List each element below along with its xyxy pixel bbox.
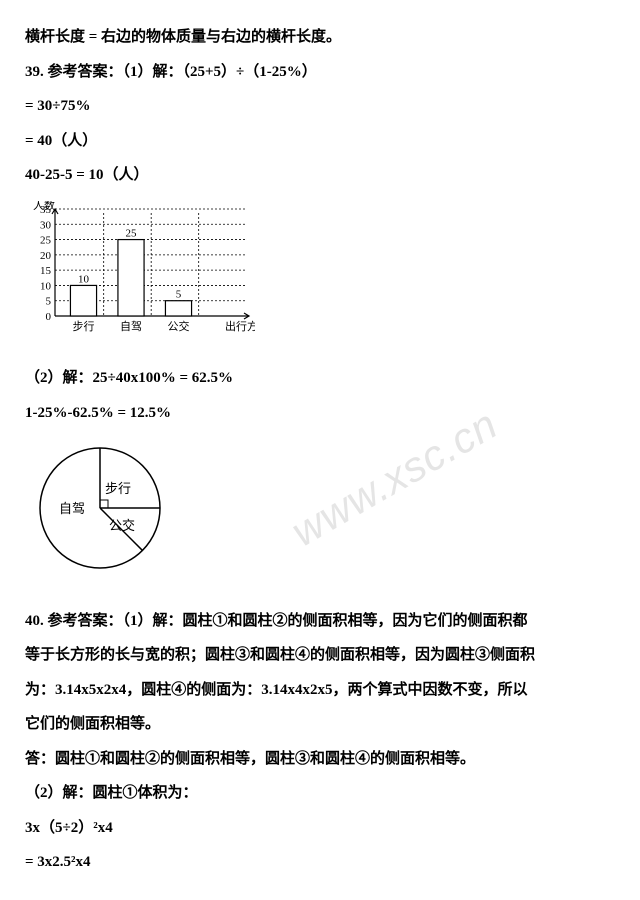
text-line: 3x（5÷2）²x4: [25, 811, 615, 846]
svg-text:15: 15: [40, 265, 52, 277]
document-content: 横杆长度 = 右边的物体质量与右边的横杆长度。 39. 参考答案：（1）解：（2…: [25, 20, 615, 880]
svg-text:5: 5: [176, 288, 182, 300]
text-line: 横杆长度 = 右边的物体质量与右边的横杆长度。: [25, 20, 615, 55]
text-line: （2）解：25÷40x100% = 62.5%: [25, 361, 615, 396]
pie-chart: 步行公交 自驾: [25, 438, 615, 592]
text-line: 40. 参考答案：（1）解：圆柱①和圆柱②的侧面积相等，因为它们的侧面积都: [25, 604, 615, 639]
svg-text:5: 5: [46, 295, 52, 307]
bar-chart-svg: 人数0510152025303510步行25自驾5公交出行方式: [25, 201, 255, 336]
svg-text:0: 0: [46, 311, 52, 323]
svg-text:公交: 公交: [109, 518, 135, 533]
svg-text:自驾: 自驾: [59, 501, 85, 516]
bar-chart: 人数0510152025303510步行25自驾5公交出行方式: [25, 201, 615, 350]
svg-text:20: 20: [40, 249, 52, 261]
svg-text:35: 35: [40, 204, 52, 216]
text-line: 等于长方形的长与宽的积；圆柱③和圆柱④的侧面积相等，因为圆柱③侧面积: [25, 638, 615, 673]
svg-text:10: 10: [78, 273, 90, 285]
svg-text:自驾: 自驾: [120, 320, 142, 333]
text-line: 为：3.14x5x2x4，圆柱④的侧面为：3.14x4x2x5，两个算式中因数不…: [25, 673, 615, 708]
pie-chart-svg: 步行公交 自驾: [25, 438, 185, 578]
svg-text:25: 25: [40, 234, 52, 246]
svg-text:步行: 步行: [105, 481, 131, 496]
svg-text:10: 10: [40, 280, 52, 292]
svg-text:公交: 公交: [168, 319, 190, 333]
text-line: 它们的侧面积相等。: [25, 707, 615, 742]
text-line: 1-25%-62.5% = 12.5%: [25, 396, 615, 431]
text-line: = 3x2.5²x4: [25, 845, 615, 880]
text-line: 答：圆柱①和圆柱②的侧面积相等，圆柱③和圆柱④的侧面积相等。: [25, 742, 615, 777]
svg-text:25: 25: [126, 227, 138, 239]
svg-text:30: 30: [40, 219, 52, 231]
svg-text:步行: 步行: [73, 320, 95, 333]
text-line: = 40（人）: [25, 124, 615, 159]
text-line: = 30÷75%: [25, 89, 615, 124]
text-line: 39. 参考答案：（1）解：（25+5）÷（1-25%）: [25, 55, 615, 90]
text-line: （2）解：圆柱①体积为：: [25, 776, 615, 811]
text-line: 40-25-5 = 10（人）: [25, 158, 615, 193]
svg-text:出行方式: 出行方式: [225, 319, 255, 333]
